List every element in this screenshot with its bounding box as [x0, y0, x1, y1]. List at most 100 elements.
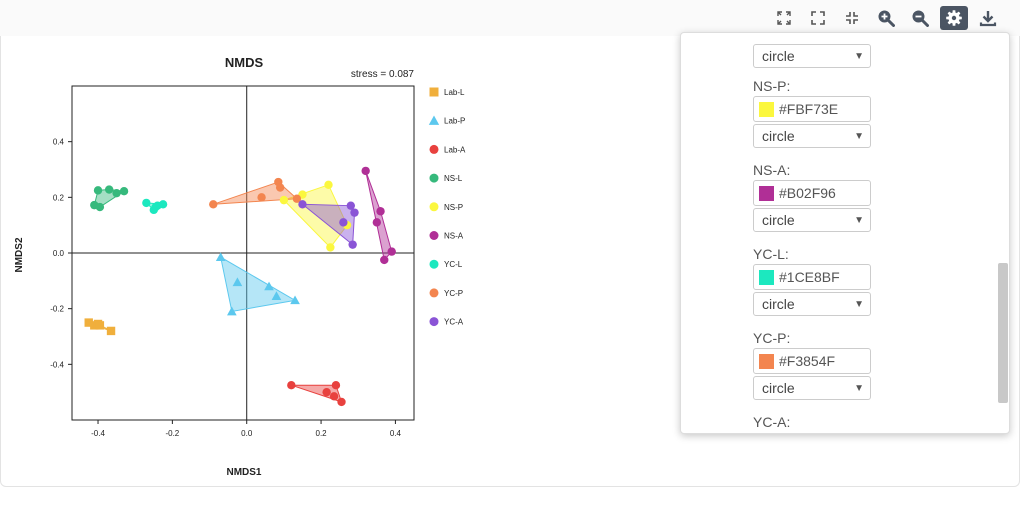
group-label: YC-P: — [753, 330, 791, 346]
x-tick-label: 0.0 — [241, 429, 253, 438]
legend-marker-lab-p — [428, 115, 440, 125]
color-value: #B02F96 — [779, 185, 836, 201]
chart-title: NMDS — [225, 55, 264, 70]
point-lab-a — [337, 397, 346, 407]
hull-lab-p — [219, 256, 297, 313]
color-input[interactable]: #1CE8BF — [753, 264, 871, 290]
point-lab-a — [331, 381, 341, 390]
point-yc-l — [151, 202, 160, 212]
chevron-down-icon: ▼ — [854, 50, 864, 62]
point-ns-a — [372, 218, 382, 227]
point-lab-p — [232, 277, 243, 287]
point-lab-a — [322, 387, 331, 397]
legend-label-ns-p: NS-P — [444, 203, 463, 212]
point-ns-a — [380, 255, 389, 265]
group-label: YC-A: — [753, 414, 791, 430]
shape-select[interactable]: circle ▼ — [753, 292, 871, 316]
group-label: YC-L: — [753, 246, 789, 262]
legend-marker-yc-a — [429, 317, 439, 327]
group-label: NS-A: — [753, 162, 791, 178]
legend-marker-yc-p — [429, 288, 439, 298]
point-ns-l — [93, 186, 103, 195]
chart-toolbar — [770, 6, 1002, 30]
fullscreen-icon[interactable] — [804, 6, 832, 30]
point-yc-a — [339, 218, 348, 227]
color-input[interactable]: #FBF73E — [753, 96, 871, 122]
legend-marker-lab-a — [429, 144, 439, 154]
zoom-out-icon[interactable] — [906, 6, 934, 30]
legend-label-lab-l: Lab-L — [444, 88, 465, 97]
compress-icon[interactable] — [838, 6, 866, 30]
legend-label-yc-a: YC-A — [444, 318, 464, 327]
color-value: #F3854F — [779, 353, 836, 369]
chevron-down-icon: ▼ — [854, 214, 864, 226]
x-tick-label: 0.4 — [390, 429, 402, 438]
point-yc-a — [298, 200, 307, 209]
y-tick-label: 0.0 — [53, 249, 65, 258]
settings-icon[interactable] — [940, 6, 968, 30]
chart-subtitle: stress = 0.087 — [351, 69, 415, 80]
legend-label-ns-a: NS-A — [444, 232, 464, 241]
point-yc-a — [346, 201, 356, 210]
color-input[interactable]: #F3854F — [753, 348, 871, 374]
shape-select-value: circle — [762, 212, 795, 228]
point-lab-p — [227, 306, 237, 316]
chevron-down-icon: ▼ — [854, 382, 864, 394]
y-tick-label: 0.4 — [53, 138, 65, 147]
point-ns-l — [104, 185, 114, 194]
point-ns-a — [361, 166, 370, 176]
color-swatch — [759, 185, 774, 201]
shape-select-value: circle — [762, 380, 795, 396]
point-ns-p — [326, 243, 335, 252]
y-tick-label: 0.2 — [53, 193, 65, 202]
group-yc-l: YC-L: #1CE8BF circle ▼ — [753, 244, 871, 316]
shape-select-value: circle — [762, 296, 795, 312]
legend-label-lab-p: Lab-P — [444, 117, 465, 126]
point-lab-l — [95, 321, 105, 330]
point-yc-a — [350, 208, 359, 217]
color-input[interactable]: #B02F96 — [753, 180, 871, 206]
shape-select-prev[interactable]: circle ▼ — [753, 44, 871, 68]
x-tick-label: -0.4 — [91, 429, 105, 438]
point-ns-l — [95, 202, 105, 212]
legend-marker-ns-a — [429, 231, 439, 240]
chevron-down-icon: ▼ — [854, 130, 864, 142]
shape-select[interactable]: circle ▼ — [753, 208, 871, 232]
point-lab-p — [264, 281, 274, 291]
x-tick-label: -0.2 — [165, 429, 179, 438]
download-icon[interactable] — [974, 6, 1002, 30]
shape-select-value: circle — [762, 48, 795, 64]
point-ns-a — [387, 247, 396, 256]
point-lab-l — [106, 326, 116, 336]
hull-ns-a — [365, 170, 393, 262]
point-yc-p — [209, 200, 218, 209]
point-yc-p — [292, 194, 302, 203]
point-ns-p — [324, 180, 333, 190]
y-tick-label: -0.2 — [50, 305, 64, 314]
shape-select[interactable]: circle ▼ — [753, 376, 871, 400]
legend-label-yc-p: YC-P — [444, 289, 463, 298]
y-axis-label: NMDS2 — [14, 237, 25, 272]
group-ns-a: NS-A: #B02F96 circle ▼ — [753, 160, 871, 232]
zoom-in-icon[interactable] — [872, 6, 900, 30]
shape-select[interactable]: circle ▼ — [753, 124, 871, 148]
point-lab-p — [271, 291, 282, 301]
legend-label-ns-l: NS-L — [444, 174, 463, 183]
legend-marker-lab-l — [429, 87, 439, 97]
group-ns-p: NS-P: #FBF73E circle ▼ — [753, 76, 871, 148]
expand-icon[interactable] — [770, 6, 798, 30]
x-tick-label: 0.2 — [316, 429, 328, 438]
group-label: NS-P: — [753, 78, 791, 94]
settings-panel: circle ▼ NS-P: #FBF73E circle ▼ NS-A: #B… — [680, 32, 1010, 434]
color-swatch — [759, 101, 774, 117]
legend-marker-ns-l — [429, 173, 439, 183]
group-yc-a: YC-A: — [753, 412, 790, 432]
color-value: #1CE8BF — [779, 269, 840, 285]
legend-label-lab-a: Lab-A — [444, 145, 466, 154]
point-ns-a — [376, 207, 385, 216]
point-yc-l — [158, 200, 168, 209]
group-yc-p: YC-P: #F3854F circle ▼ — [753, 328, 871, 400]
panel-scrollbar[interactable] — [998, 263, 1008, 403]
nmds-chart: NMDS stress = 0.087 NMDS1 NMDS2 -0.4 -0.2… — [14, 55, 466, 478]
point-lab-p — [290, 295, 300, 305]
